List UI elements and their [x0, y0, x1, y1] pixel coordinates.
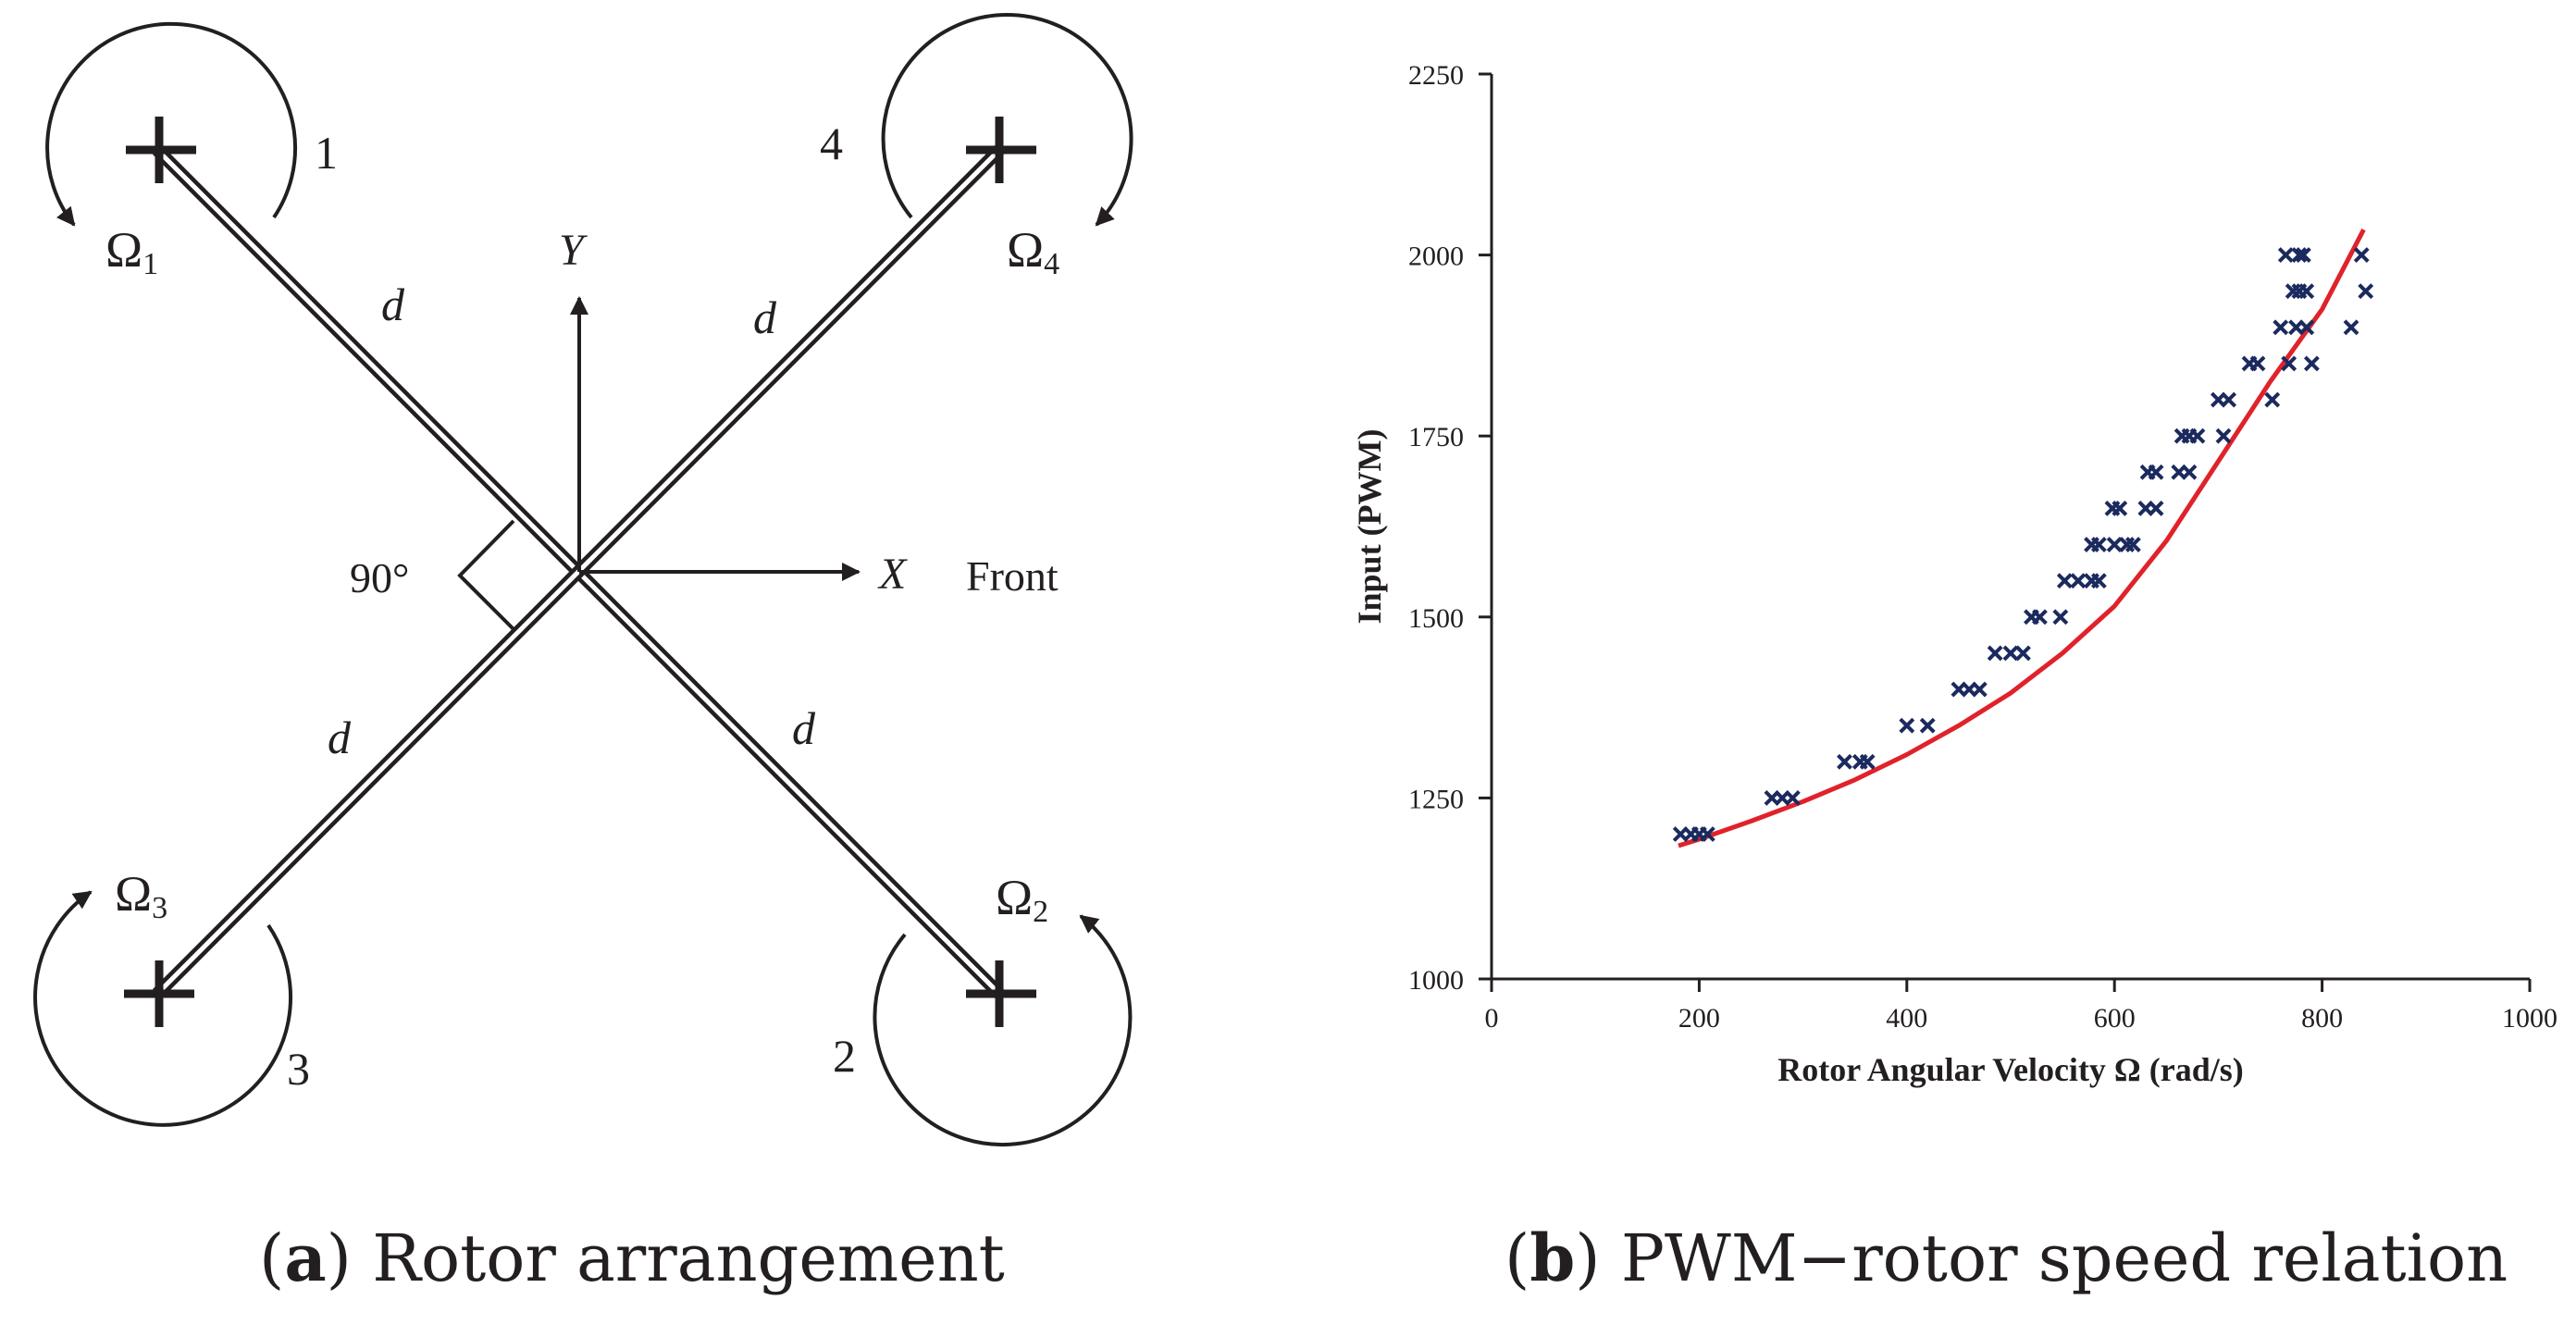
scatter-point [1987, 645, 2003, 662]
scatter-point [1919, 717, 1936, 734]
rotor-3-plus [124, 960, 194, 1027]
scatter-point [2215, 427, 2232, 444]
x-tick-group: 0 200 400 600 800 1000 [1485, 979, 2557, 1034]
y-tick-label: 1500 [1408, 603, 1464, 634]
y-tick-label: 2250 [1408, 60, 1464, 91]
x-tick-label: 200 [1678, 1003, 1720, 1034]
scatter-point [2052, 609, 2069, 625]
scatter-point [2124, 537, 2141, 552]
rotor-4-rotation-arrow [881, 13, 1133, 227]
scatter-point [2189, 427, 2206, 444]
rotor-4-plus [966, 117, 1036, 183]
y-tick-label: 1750 [1408, 422, 1464, 452]
rotor-2-rotation-arrow [873, 914, 1133, 1146]
front-label: Front [966, 552, 1059, 600]
scatter-point [2070, 573, 2087, 589]
rotor-1-plus [126, 117, 196, 183]
scatter-point [2148, 464, 2164, 480]
scatter-point [2090, 573, 2107, 589]
scatter-point [2343, 319, 2359, 336]
x-tick-label: 600 [2094, 1003, 2136, 1034]
scatter-point [2281, 355, 2297, 372]
scatter-point [1784, 789, 1801, 806]
x-tick-label: 1000 [2502, 1003, 2557, 1034]
arm-3-length-label: d [328, 712, 352, 763]
scatter-point [2032, 609, 2048, 625]
x-axis-label: X [877, 550, 908, 599]
scatter-point [2277, 247, 2294, 264]
fit-line-group [1678, 229, 2366, 848]
fit-curve-line [1678, 229, 2366, 848]
scatter-point [2002, 645, 2019, 662]
omega-3-label: Ω3 [115, 866, 167, 925]
scatter-point [2112, 501, 2128, 516]
arm-4-length-label: d [753, 291, 777, 343]
rotor-2-number: 2 [833, 1030, 856, 1082]
rotor-arrangement-diagram: 1 4 3 2 Ω1 Ω4 Ω3 Ω2 d d d d Y X Front 90… [33, 13, 1133, 1146]
scatter-point [2181, 464, 2198, 480]
rotor-3-rotation-arrow [33, 890, 292, 1127]
rotor-1-number: 1 [315, 127, 338, 179]
scatter-point [2148, 501, 2164, 516]
omega-1-label: Ω1 [105, 222, 158, 281]
y-tick-label: 2000 [1408, 241, 1464, 272]
scatter-point [1859, 753, 1876, 770]
y-tick-label: 1250 [1408, 784, 1464, 814]
chart-x-axis-title: Rotor Angular Velocity Ω (rad/s) [1777, 1051, 2244, 1088]
scatter-point [2056, 573, 2073, 589]
caption-a: (a) Rotor arrangement [259, 1220, 1005, 1296]
rotor-4-number: 4 [820, 118, 843, 169]
arm-1-length-label: d [381, 279, 405, 330]
caption-b: (b) PWM−rotor speed relation [1505, 1220, 2508, 1296]
omega-4-label: Ω4 [1007, 222, 1059, 281]
angle-label: 90° [350, 554, 409, 601]
scatter-point [2264, 391, 2281, 408]
scatter-point [2291, 247, 2308, 264]
scatter-point [2303, 355, 2320, 372]
y-axis-label: Y [559, 226, 588, 275]
scatter-point [2358, 283, 2374, 300]
pwm-chart: 0 200 400 600 800 1000 1000 1250 1500 1750 2000 22… [1351, 60, 2557, 1088]
scatter-point [2298, 319, 2315, 336]
scatter-point [2298, 283, 2315, 300]
chart-y-axis-title: Input (PWM) [1351, 428, 1388, 624]
y-tick-group: 1000 1250 1500 1750 2000 2250 [1408, 60, 1492, 996]
scatter-point [1971, 681, 1988, 698]
scatter-point [2273, 319, 2289, 336]
right-angle-marker [457, 519, 515, 631]
scatter-point [2295, 247, 2311, 264]
rotor-1-rotation-arrow [45, 21, 298, 227]
scatter-point [1699, 826, 1715, 842]
omega-2-label: Ω2 [996, 870, 1048, 929]
rotor-2-plus [966, 960, 1036, 1027]
scatter-point [1899, 717, 1915, 734]
scatter-point [2353, 247, 2370, 264]
scatter-point [2090, 537, 2107, 552]
scatter-point [2249, 355, 2266, 372]
scatter-point [2221, 391, 2237, 408]
scatter-point [1837, 753, 1852, 770]
scatter-point [2015, 645, 2031, 662]
scatter-group [1672, 247, 2374, 842]
scatter-point [2106, 537, 2123, 552]
arm-2-length-label: d [792, 702, 816, 754]
x-tick-label: 800 [2301, 1003, 2343, 1034]
x-tick-label: 400 [1886, 1003, 1927, 1034]
y-tick-label: 1000 [1408, 965, 1464, 996]
rotor-3-number: 3 [287, 1043, 310, 1095]
x-tick-label: 0 [1485, 1003, 1499, 1034]
